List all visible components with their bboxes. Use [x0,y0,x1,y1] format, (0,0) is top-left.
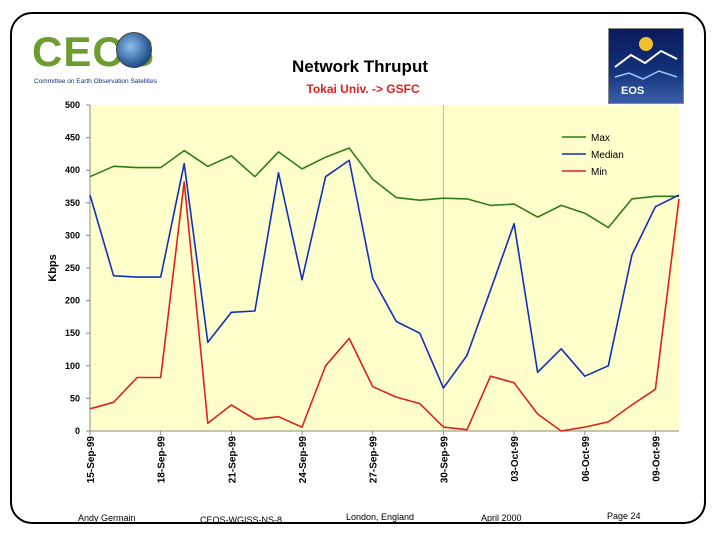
chart-legend: Max Median Min [562,133,624,178]
series-line-median [89,159,680,389]
x-tick-label: 09-Oct-99 [651,436,662,482]
ceos-tagline: Committee on Earth Observation Satellite… [34,78,157,85]
x-tick-label: 03-Oct-99 [510,436,521,482]
y-tick-label: 450 [65,133,80,143]
chart-subtitle: Tokai Univ. -> GSFC [306,82,420,96]
y-tick-label: 0 [75,426,80,436]
footer-author: Andy Germain [78,513,136,523]
x-axis-ticks: 15-Sep-99 18-Sep-99 21-Sep-99 24-Sep-99 27-S… [86,431,662,483]
y-tick-label: 150 [65,328,80,338]
eos-wave-icon [614,49,678,80]
eos-label: EOS [621,85,645,97]
x-tick-label: 06-Oct-99 [581,436,592,482]
y-axis-label: Kbps [47,254,59,282]
footer-location: London, England [346,512,415,522]
sun-icon [639,37,653,51]
footer-doc-id: CEOS-WGISS-NS-8 [200,515,283,525]
x-tick-label: 18-Sep-99 [157,436,168,484]
y-tick-label: 200 [65,296,80,306]
y-axis-ticks: 0 50 100 150 200 250 300 350 400 450 500 [65,100,90,436]
y-tick-label: 50 [70,393,80,403]
x-tick-label: 27-Sep-99 [369,436,380,484]
globe-icon [116,32,152,68]
y-tick-label: 300 [65,230,80,240]
y-tick-label: 500 [65,100,80,110]
legend-label: Median [591,150,624,161]
footer-page: Page 24 [607,511,641,521]
y-tick-label: 100 [65,361,80,371]
y-tick-label: 350 [65,198,80,208]
series-line-max [89,147,679,229]
plot-area [90,105,679,431]
legend-label: Max [591,133,610,144]
y-tick-label: 250 [65,263,80,273]
footer-date: April 2000 [481,513,522,523]
ceos-logo: CEOS Committee on Earth Observation Sate… [24,24,202,92]
chart-series [89,147,680,432]
x-tick-label: 24-Sep-99 [298,436,309,484]
chart-title: Network Thruput [292,57,428,76]
x-tick-label: 21-Sep-99 [227,436,238,484]
series-line-min [89,181,680,432]
x-tick-label: 30-Sep-99 [439,436,450,484]
y-tick-label: 400 [65,165,80,175]
x-tick-label: 15-Sep-99 [86,436,97,484]
legend-label: Min [591,167,607,178]
eos-logo: EOS [608,28,684,104]
